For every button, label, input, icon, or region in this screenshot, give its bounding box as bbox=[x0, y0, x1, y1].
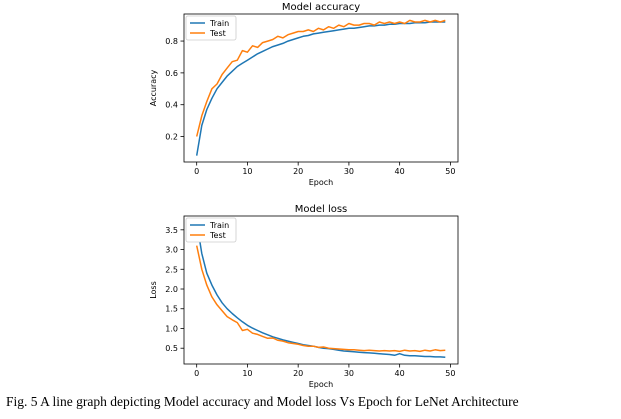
x-tick-label: 40 bbox=[395, 167, 405, 176]
legend-box bbox=[185, 217, 237, 243]
figure: Model accuracy 0 10 20 30 40 50 0.2 0.4 0.6 0.8 Epo… bbox=[149, 2, 459, 389]
legend-label-train: Train bbox=[209, 19, 229, 28]
y-tick-label: 0.2 bbox=[165, 133, 178, 142]
y-tick-label: 0.5 bbox=[165, 344, 178, 353]
y-tick-label: 0.4 bbox=[165, 101, 178, 110]
x-tick-label: 40 bbox=[395, 369, 405, 378]
chart-title: Model accuracy bbox=[282, 2, 360, 13]
x-tick-label: 30 bbox=[344, 369, 354, 378]
figure-caption: Fig. 5 A line graph depicting Model accu… bbox=[6, 394, 519, 409]
series-line-test bbox=[195, 245, 446, 353]
y-tick-label: 0.8 bbox=[165, 37, 178, 46]
x-axis-label: Epoch bbox=[309, 178, 334, 187]
x-tick-label: 50 bbox=[445, 167, 455, 176]
legend-label-train: Train bbox=[209, 221, 229, 230]
y-axis-label: Accuracy bbox=[149, 69, 158, 106]
x-tick-label: 20 bbox=[293, 167, 303, 176]
x-tick-label: 20 bbox=[293, 369, 303, 378]
loss-chart: Model loss 0 10 20 30 40 50 0.5 1.0 1.5 2.0 2.5 3.0 3… bbox=[149, 204, 459, 389]
y-tick-label: 0.6 bbox=[165, 69, 178, 78]
x-tick-label: 10 bbox=[242, 369, 252, 378]
series-line-train bbox=[195, 21, 446, 156]
legend-box bbox=[185, 15, 237, 41]
axes-frame bbox=[183, 13, 459, 163]
y-tick-label: 1.0 bbox=[165, 324, 178, 333]
y-axis-label: Loss bbox=[149, 281, 158, 299]
x-tick-label: 0 bbox=[194, 167, 199, 176]
accuracy-chart: Model accuracy 0 10 20 30 40 50 0.2 0.4 0.6 0.8 Epo… bbox=[149, 2, 459, 187]
y-tick-label: 3.5 bbox=[165, 226, 178, 235]
series-line-test bbox=[195, 19, 446, 137]
y-tick-label: 1.5 bbox=[165, 305, 178, 314]
legend-label-test: Test bbox=[209, 29, 226, 38]
y-tick-label: 2.5 bbox=[165, 265, 178, 274]
chart-title: Model loss bbox=[295, 204, 348, 215]
y-tick-label: 3.0 bbox=[165, 246, 178, 255]
x-tick-label: 30 bbox=[344, 167, 354, 176]
x-axis-label: Epoch bbox=[309, 380, 334, 389]
axes-frame bbox=[183, 215, 459, 365]
x-tick-label: 0 bbox=[194, 369, 199, 378]
legend-label-test: Test bbox=[209, 231, 226, 240]
y-tick-label: 2.0 bbox=[165, 285, 178, 294]
x-tick-label: 50 bbox=[445, 369, 455, 378]
x-tick-label: 10 bbox=[242, 167, 252, 176]
